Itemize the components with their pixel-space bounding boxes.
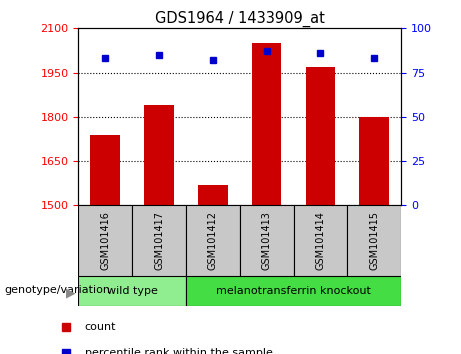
Bar: [186, 276, 401, 306]
Bar: [144, 105, 174, 205]
Text: GSM101412: GSM101412: [208, 211, 218, 270]
Bar: [198, 185, 228, 205]
Bar: [306, 67, 335, 205]
Bar: [347, 205, 401, 276]
Text: percentile rank within the sample: percentile rank within the sample: [85, 348, 273, 354]
Text: ▶: ▶: [66, 286, 76, 299]
Bar: [90, 135, 120, 205]
Text: GSM101415: GSM101415: [369, 211, 379, 270]
Text: GSM101417: GSM101417: [154, 211, 164, 270]
Text: GSM101414: GSM101414: [315, 211, 325, 270]
Bar: [252, 43, 281, 205]
Text: genotype/variation: genotype/variation: [5, 285, 111, 295]
Text: GSM101413: GSM101413: [261, 211, 272, 270]
Bar: [240, 205, 294, 276]
Bar: [360, 117, 389, 205]
Text: count: count: [85, 321, 116, 332]
Bar: [78, 205, 132, 276]
Text: wild type: wild type: [106, 286, 158, 296]
Bar: [78, 276, 186, 306]
Bar: [294, 205, 347, 276]
Bar: [132, 205, 186, 276]
Text: melanotransferrin knockout: melanotransferrin knockout: [216, 286, 371, 296]
Title: GDS1964 / 1433909_at: GDS1964 / 1433909_at: [155, 11, 325, 27]
Bar: [186, 205, 240, 276]
Text: GSM101416: GSM101416: [100, 211, 110, 270]
